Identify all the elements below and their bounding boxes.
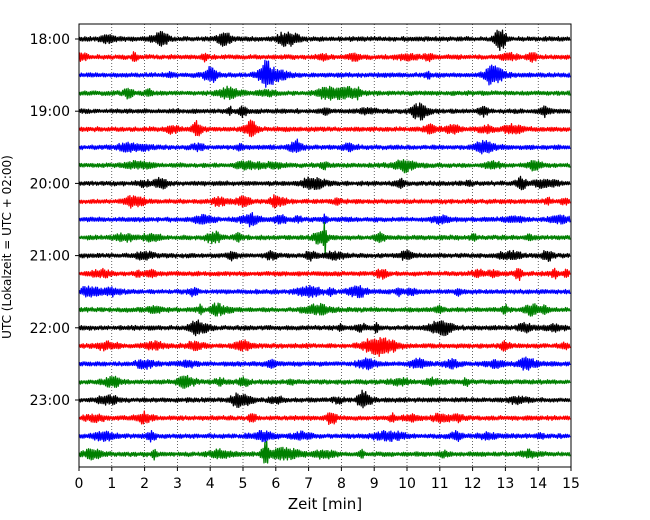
x-tick-label: 11 [431,476,449,492]
x-tick-label: 6 [271,476,280,492]
x-tick-label: 15 [562,476,580,492]
seismic-trace [78,249,571,262]
x-tick-label: 7 [304,476,313,492]
seismic-trace [78,211,571,228]
x-axis-label: Zeit [min] [288,495,362,513]
seismic-trace [78,29,571,52]
seismic-trace [78,222,571,256]
x-tick-label: 3 [173,476,182,492]
y-tick-label: 22:00 [30,321,70,337]
seismic-trace [78,138,571,155]
y-axis-label: UTC (Lokalzeit = UTC + 02:00) [0,155,14,339]
x-tick-label: 13 [496,476,514,492]
seismic-trace [78,194,571,209]
seismic-trace [78,102,571,121]
seismic-traces [78,29,571,464]
seismic-trace [78,429,571,443]
x-tick-label: 12 [464,476,482,492]
y-tick-label: 20:00 [30,176,70,192]
seismic-trace [78,319,571,337]
x-tick-label: 14 [529,476,547,492]
y-tick-label: 23:00 [30,393,70,409]
seismic-trace [78,389,571,409]
plot-frame [78,23,572,468]
x-tick-label: 2 [140,476,149,492]
seismic-trace [78,440,571,464]
seismic-trace [78,175,571,191]
seismic-trace [78,267,571,282]
seismic-trace [78,356,571,371]
x-tick-label: 5 [239,476,248,492]
x-tick-label: 10 [398,476,416,492]
x-tick-label: 8 [337,476,346,492]
seismic-trace [78,284,571,299]
seismic-trace [78,51,571,63]
seismic-trace [78,85,571,101]
vertical-grid [111,24,539,467]
x-tick-label: 0 [75,476,84,492]
y-tick-label: 21:00 [30,249,70,265]
seismic-trace [78,119,571,138]
seismic-trace [78,159,571,174]
x-tick-label: 4 [206,476,215,492]
seismic-trace [78,302,571,317]
y-axis: 18:00 19:00 20:00 21:00 22:00 23:00 [30,32,79,409]
x-tick-label: 9 [370,476,379,492]
x-axis: 0 1 2 3 4 5 6 7 8 9 10 11 12 13 14 15 [75,467,580,492]
seismic-trace [78,59,571,88]
y-tick-label: 19:00 [30,104,70,120]
seismic-trace [78,410,571,426]
x-tick-label: 1 [107,476,116,492]
y-tick-label: 18:00 [30,32,70,48]
seismic-trace [78,336,571,357]
seismic-trace [78,374,571,389]
